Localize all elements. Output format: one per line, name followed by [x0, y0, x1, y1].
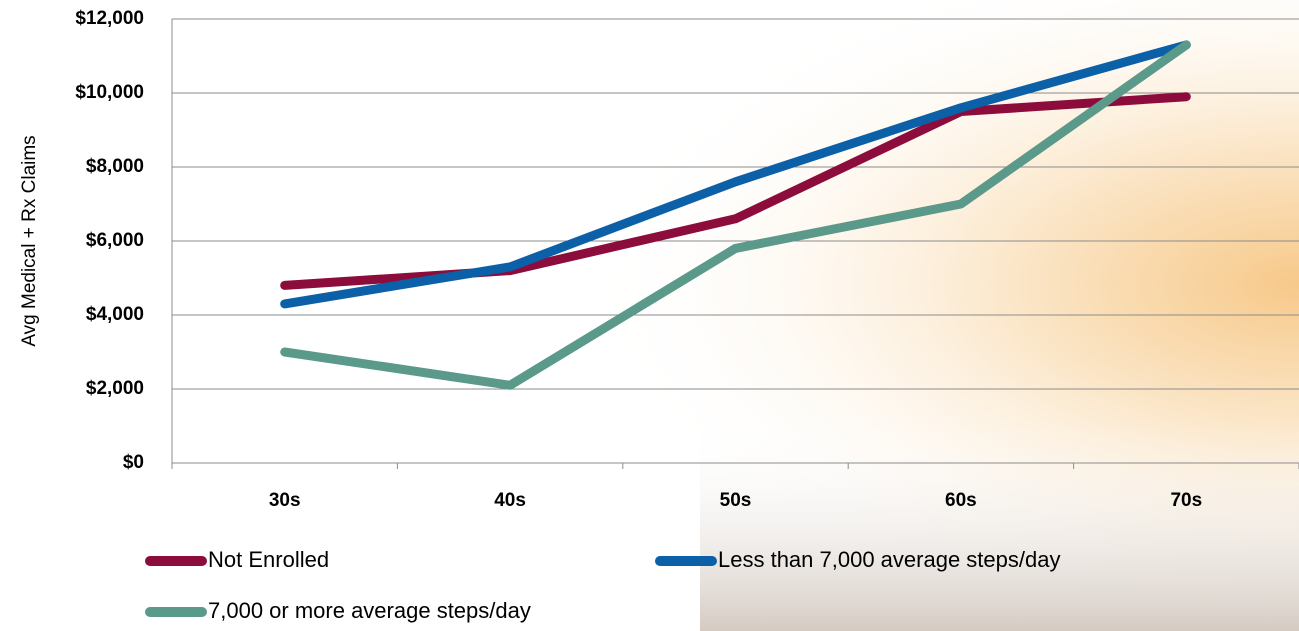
y-tick-label: $6,000: [86, 230, 144, 251]
legend-label: Not Enrolled: [208, 547, 329, 572]
y-tick-label: $0: [123, 452, 144, 473]
y-tick-label: $12,000: [75, 8, 144, 29]
y-tick-label: $10,000: [75, 82, 144, 103]
y-tick-label: $4,000: [86, 304, 144, 325]
background-ground: [700, 420, 1299, 631]
x-tick-label: 50s: [720, 490, 752, 511]
y-tick-label: $8,000: [86, 156, 144, 177]
page: Avg Medical + Rx Claims $0 $2,000 $4,000 $6…: [0, 0, 1299, 631]
chart: Avg Medical + Rx Claims $0 $2,000 $4,000 $6…: [0, 0, 1299, 631]
x-tick-label: 60s: [945, 490, 977, 511]
x-tick-label: 70s: [1170, 490, 1202, 511]
x-tick-label: 30s: [269, 490, 301, 511]
y-tick-label: $2,000: [86, 378, 144, 399]
legend-label: Less than 7,000 average steps/day: [718, 547, 1060, 572]
y-axis-label: Avg Medical + Rx Claims: [19, 135, 40, 346]
x-tick-label: 40s: [494, 490, 526, 511]
legend-label: 7,000 or more average steps/day: [208, 598, 531, 623]
